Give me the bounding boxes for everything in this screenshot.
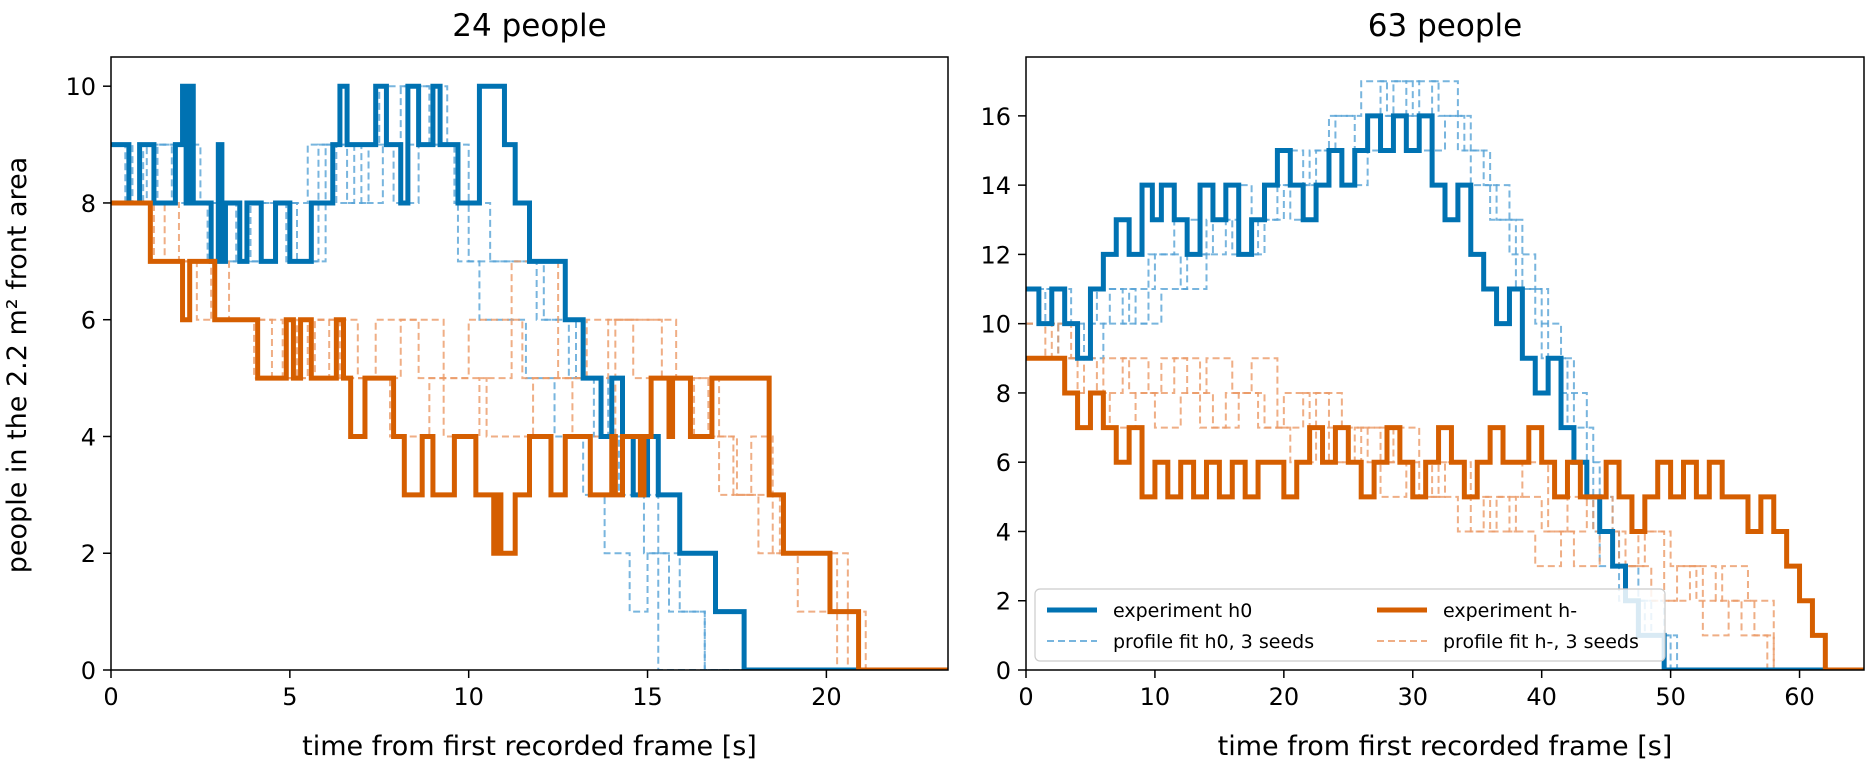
y-tick-label: 2 [81,540,96,568]
x-tick-label: 60 [1784,683,1815,711]
x-tick-label: 15 [632,683,663,711]
x-tick-label: 10 [453,683,484,711]
series-line-h0_fit-2 [1026,80,1864,670]
series-line-hminus_fit-7 [111,201,948,670]
x-axis-label: time from first recorded frame [s] [1218,731,1673,762]
series-line-h0-0 [1026,113,1864,670]
y-tick-label: 6 [996,449,1011,477]
axes-frame [110,56,949,671]
y-tick-label: 2 [996,588,1011,616]
series-line-hminus_fit-7 [1026,322,1864,670]
x-tick-label: 40 [1526,683,1557,711]
x-tick-label: 50 [1655,683,1686,711]
axes-frame [1025,56,1865,671]
chart-title: 24 people [452,8,606,44]
chart-panel-24-people: 0 5 10 15 20 0 2 4 6 8 10 24 people time from first … [65,8,949,762]
y-tick-label: 12 [980,241,1011,269]
series-line-h0_fit-3 [1026,80,1864,670]
legend-label: profile fit h-, 3 seeds [1443,631,1639,653]
legend-label: experiment h- [1443,600,1577,622]
x-tick-label: 20 [811,683,842,711]
shared-y-axis-label: people in the 2.2 m² front area [2,157,33,573]
x-tick-label: 5 [282,683,297,711]
y-tick-label: 0 [996,657,1011,685]
series-line-h0-0 [111,83,948,670]
y-tick-label: 8 [81,190,96,218]
x-tick-label: 0 [1018,683,1033,711]
series-line-h0_fit-2 [111,85,948,670]
plot-area [1026,80,1864,670]
legend-box [1034,588,1666,662]
series-line-hminus_fit-5 [111,201,948,670]
y-tick-label: 16 [980,103,1011,131]
plot-area [111,83,948,670]
x-axis-label: time from first recorded frame [s] [302,731,757,762]
chart-panel-63-people: 0 10 20 30 40 50 60 0 2 4 6 8 10 12 14 16 63 people time … [980,8,1865,762]
series-line-hminus-1 [1026,355,1864,670]
x-tick-label: 30 [1397,683,1428,711]
y-tick-label: 4 [996,518,1011,546]
chart-title: 63 people [1368,8,1522,44]
x-tick-label: 20 [1269,683,1300,711]
y-tick-label: 10 [65,73,96,101]
y-tick-label: 8 [996,380,1011,408]
y-tick-label: 10 [980,311,1011,339]
series-line-hminus_fit-6 [111,201,948,670]
series-line-h0_fit-4 [1026,80,1864,670]
legend-label: profile fit h0, 3 seeds [1113,631,1314,653]
x-tick-label: 0 [103,683,118,711]
y-tick-label: 14 [980,172,1011,200]
y-tick-label: 6 [81,307,96,335]
y-tick-label: 0 [81,657,96,685]
legend-label: experiment h0 [1113,600,1252,622]
series-line-hminus-1 [111,200,948,670]
legend: experiment h0 profile fit h0, 3 seeds expe… [1034,588,1666,662]
y-tick-label: 4 [81,423,96,451]
x-tick-label: 10 [1140,683,1171,711]
series-line-hminus_fit-6 [1026,322,1864,670]
